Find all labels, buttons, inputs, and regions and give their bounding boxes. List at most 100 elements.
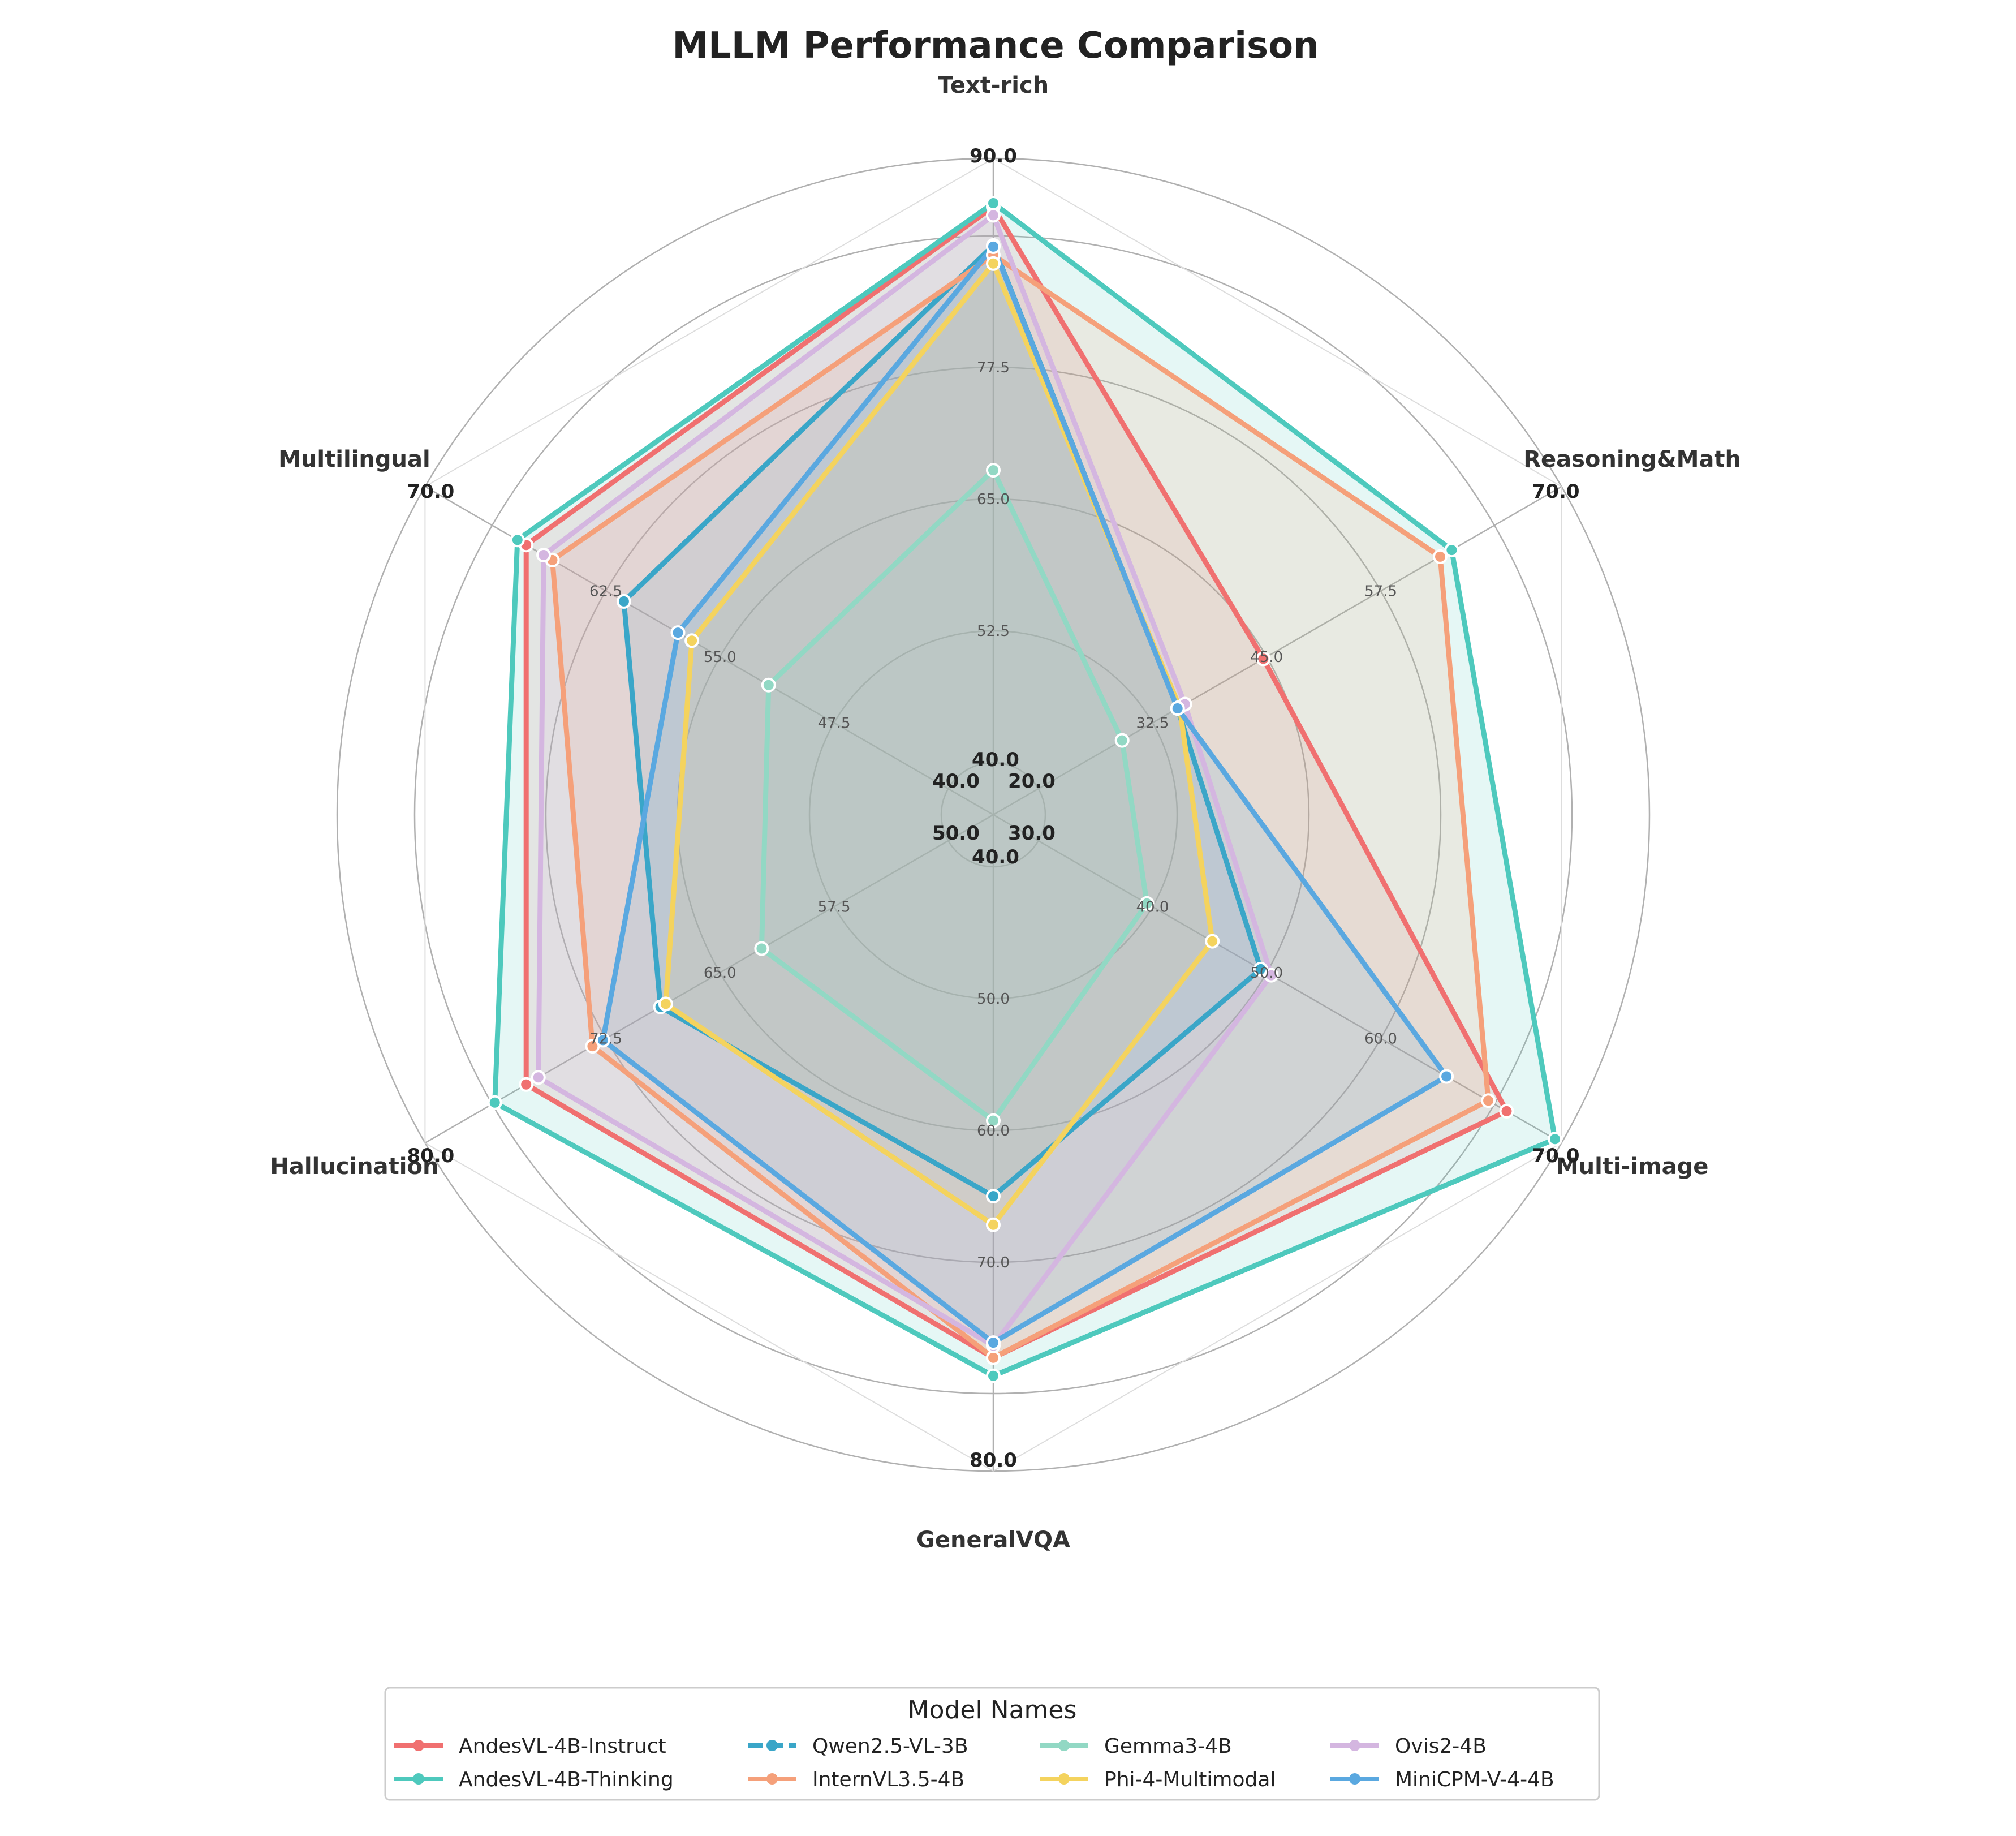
axis-tick-label: 77.5	[977, 359, 1010, 376]
axis-tick-label: 70.0	[977, 1254, 1010, 1271]
legend-swatch-marker	[1349, 1773, 1360, 1785]
data-point	[1170, 701, 1185, 716]
legend-item: InternVL3.5-4B	[748, 1768, 964, 1791]
data-point	[616, 594, 631, 609]
legend-swatch-marker	[1058, 1773, 1070, 1785]
frame-edge	[424, 158, 994, 487]
axis-tick-label: 60.0	[977, 1123, 1010, 1140]
data-point	[986, 1113, 1001, 1128]
data-point	[487, 1095, 502, 1110]
data-point	[986, 463, 1001, 478]
data-point	[986, 208, 1001, 223]
legend-item-label: AndesVL-4B-Thinking	[459, 1768, 674, 1791]
data-point	[1439, 1069, 1454, 1084]
legend-item-label: Phi-4-Multimodal	[1104, 1768, 1276, 1791]
axis-spoke	[993, 485, 1562, 816]
axis-tick-label: 62.5	[589, 583, 622, 600]
axis-spoke	[424, 814, 994, 1144]
legend-title: Model Names	[908, 1696, 1077, 1725]
axis-max-label: 70.0	[407, 480, 454, 503]
legend-swatch-marker	[1058, 1740, 1070, 1751]
axis-tick-label: 57.5	[818, 899, 851, 916]
series-fill	[552, 255, 1489, 1358]
axis-max-label: 70.0	[1532, 480, 1580, 503]
axis-min-label: 40.0	[972, 846, 1019, 868]
data-point	[986, 239, 1001, 254]
data-point	[595, 1033, 610, 1048]
axis-max-label: 90.0	[970, 145, 1017, 167]
data-point	[986, 196, 1001, 210]
data-point	[585, 1039, 600, 1054]
axis-tick-label: 40.0	[1136, 899, 1169, 916]
legend-item-label: InternVL3.5-4B	[812, 1768, 964, 1791]
axis-max-label: 80.0	[970, 1449, 1017, 1472]
axis-tick-label: 65.0	[704, 965, 736, 982]
legend-item: Phi-4-Multimodal	[1040, 1768, 1276, 1791]
axis-min-label: 20.0	[1008, 770, 1056, 793]
frame-edge	[424, 1142, 994, 1472]
axis-tick-label: 50.0	[977, 991, 1010, 1008]
axis-tick-label: 60.0	[1364, 1031, 1397, 1048]
data-point	[536, 548, 552, 562]
data-point	[1499, 1103, 1514, 1119]
data-point	[986, 1335, 1001, 1351]
axis-tick-label: 32.5	[1136, 715, 1169, 732]
data-point	[986, 1189, 1001, 1204]
axis-name-label: Multi-image	[1556, 1154, 1709, 1180]
frame-edge	[993, 158, 1562, 487]
legend-items: AndesVL-4B-Instruct AndesVL-4B-Thinking Qw…	[394, 1735, 1554, 1791]
data-point	[754, 941, 769, 956]
data-point	[1481, 1093, 1496, 1108]
legend-item: Qwen2.5-VL-3B	[748, 1735, 968, 1758]
data-point	[684, 633, 700, 648]
series-fill	[538, 215, 1272, 1346]
axis-tick-label: 45.0	[1250, 649, 1283, 666]
axis-tick-label: 52.5	[977, 623, 1010, 640]
data-point	[986, 1217, 1001, 1232]
data-point	[761, 677, 776, 693]
data-point	[986, 1350, 1001, 1365]
series-fills	[494, 203, 1556, 1376]
axis-tick-label: 50.0	[1250, 965, 1283, 982]
legend-swatch-marker	[1349, 1740, 1360, 1751]
axis-min-label: 40.0	[972, 749, 1019, 771]
axis-name-label: Text-rich	[938, 72, 1049, 98]
legend-swatch-marker	[413, 1773, 424, 1785]
axis-tick-label: 65.0	[977, 491, 1010, 508]
legend-item: Gemma3-4B	[1040, 1735, 1232, 1758]
legend-frame	[384, 1687, 1600, 1801]
axis-max-label: 80.0	[407, 1145, 454, 1167]
legend-item-label: Gemma3-4B	[1104, 1735, 1232, 1758]
axis-name-label: GeneralVQA	[916, 1527, 1070, 1553]
axis-min-label: 50.0	[932, 822, 980, 845]
legend-item: Ovis2-4B	[1330, 1735, 1487, 1758]
data-point	[510, 532, 525, 548]
data-point	[986, 1368, 1001, 1383]
series-fill	[494, 203, 1556, 1376]
legend-item-label: Ovis2-4B	[1395, 1735, 1487, 1758]
data-point	[658, 996, 673, 1012]
legend-item-label: MiniCPM-V-4-4B	[1395, 1768, 1554, 1791]
data-point	[1548, 1132, 1562, 1147]
axis-min-label: 40.0	[932, 770, 980, 793]
data-point	[1444, 543, 1459, 558]
axis-tick-label: 72.5	[589, 1031, 622, 1048]
data-point	[1264, 968, 1279, 983]
legend-swatch-marker	[413, 1740, 424, 1751]
legend-item-label: AndesVL-4B-Instruct	[459, 1735, 666, 1758]
axis-labels: Text-rich 90.0 40.0 52.5 65.0 77.5 Reasoning&M…	[270, 72, 1741, 1553]
axis-tick-label: 57.5	[1364, 583, 1397, 600]
legend-item: AndesVL-4B-Instruct	[394, 1735, 666, 1758]
axis-name-label: Reasoning&Math	[1523, 446, 1741, 472]
data-point	[986, 256, 1001, 271]
axis-max-label: 70.0	[1532, 1145, 1580, 1167]
series-fill	[761, 470, 1147, 1121]
axis-name-label: Multilingual	[278, 446, 430, 472]
axis-tick-label: 47.5	[818, 715, 851, 732]
legend: Model Names AndesVL-4B-InstructAndesVL-4…	[384, 1687, 1600, 1801]
legend-item-label: Qwen2.5-VL-3B	[812, 1735, 968, 1758]
data-point	[1139, 896, 1155, 911]
series-fill	[602, 246, 1447, 1343]
data-point	[670, 625, 686, 640]
